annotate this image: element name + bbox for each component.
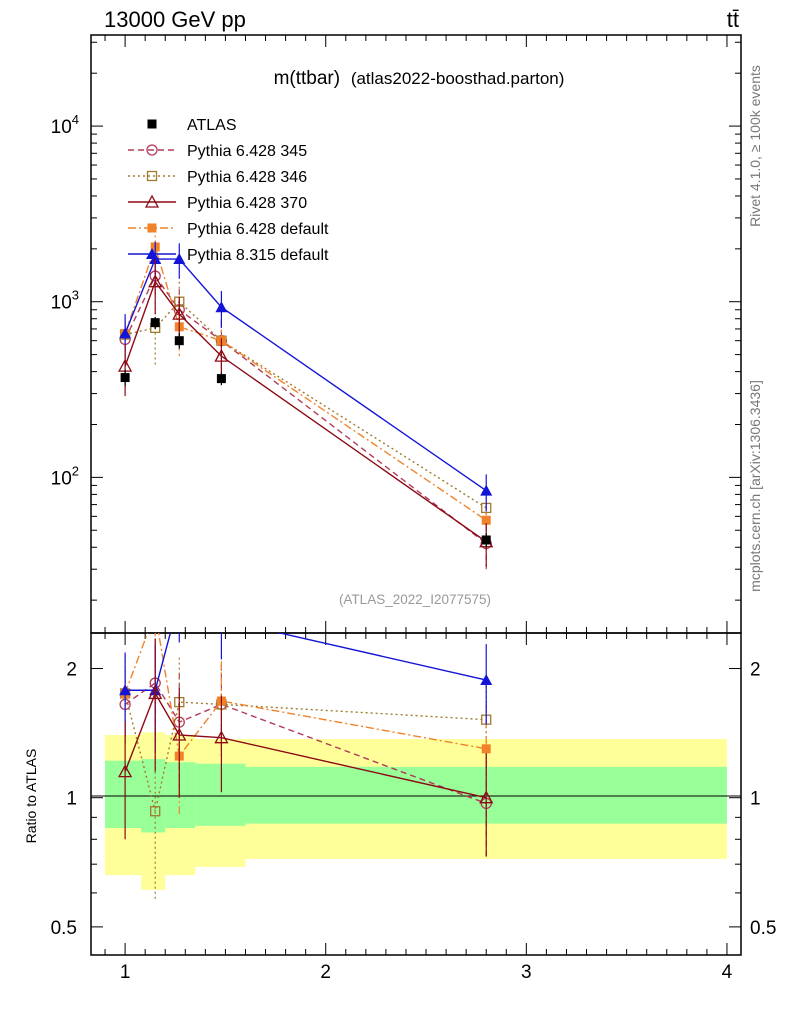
chart-title-main: m(ttbar) — [274, 68, 341, 89]
data-point-pythia-8-315-default — [119, 327, 132, 339]
chart-title: m(ttbar) (atlas2022-boosthad.parton) — [274, 68, 565, 89]
x-tick-label: 4 — [722, 962, 733, 983]
data-point-pythia-6-428-default — [481, 515, 491, 525]
data-point-pythia-6-428-370 — [214, 348, 229, 362]
y-tick-exponent: 4 — [72, 112, 79, 127]
legend-marker-pythia-6-428-370 — [144, 194, 160, 208]
y-tick-base: 10 — [51, 117, 72, 138]
legend-marker-atlas — [147, 119, 157, 129]
data-point-pythia-8-315-default — [173, 253, 186, 265]
legend-marker-pythia-6-428-345 — [146, 144, 158, 156]
ratio-point-pythia-6-428-default — [481, 744, 491, 754]
legend-marker-pythia-8-315-default — [146, 248, 158, 259]
analysis-watermark: (ATLAS_2022_I2077575) — [339, 592, 491, 607]
ratio-y-tick-label-left: 1 — [66, 789, 77, 810]
ratio-point-pythia-6-428-346 — [150, 806, 161, 817]
x-tick-label: 2 — [320, 962, 331, 983]
data-point-atlas — [120, 373, 130, 383]
ratio-line-pythia-6-428-346 — [124, 693, 487, 812]
legend-label-pythia-6-428-default: Pythia 6.428 default — [187, 221, 329, 238]
ratio-y-tick-label-left: 2 — [66, 660, 77, 681]
legend-label-pythia-6-428-345: Pythia 6.428 345 — [187, 143, 307, 160]
ratio-ylabel: Ratio to ATLAS — [23, 749, 39, 844]
legend: ATLAS Pythia 6.428 345 Pythia 6.428 346 Pyt… — [128, 117, 329, 264]
ratio-panel-series — [118, 593, 494, 900]
chart-title-sub: (atlas2022-boosthad.parton) — [351, 69, 565, 88]
ratio-uncertainty-bands — [105, 732, 727, 890]
y-tick-base: 10 — [51, 293, 72, 314]
series-line-pythia-6-428-default — [124, 244, 487, 521]
legend-label-pythia-8-315-default: Pythia 8.315 default — [187, 247, 329, 264]
data-point-pythia-8-315-default — [480, 484, 493, 496]
ratio-band-green — [195, 763, 246, 826]
data-point-atlas — [174, 336, 184, 346]
ratio-y-tick-label-right: 2 — [750, 660, 761, 681]
process-label: tt̄ — [727, 7, 739, 32]
y-tick-exponent: 3 — [72, 288, 79, 303]
ratio-point-pythia-6-428-370 — [148, 686, 163, 700]
legend-label-pythia-6-428-346: Pythia 6.428 346 — [187, 169, 307, 186]
ratio-point-pythia-8-315-default — [480, 674, 493, 686]
legend-marker-pythia-6-428-default — [147, 223, 157, 233]
ratio-point-pythia-8-315-default — [215, 614, 227, 625]
ratio-point-pythia-6-428-370 — [118, 764, 133, 778]
data-point-atlas — [481, 535, 491, 545]
rivet-version-label: Rivet 4.1.0, ≥ 100k events — [747, 65, 763, 227]
y-tick-base: 10 — [51, 468, 72, 489]
data-point-pythia-6-428-370 — [148, 274, 163, 288]
x-tick-label: 1 — [120, 962, 131, 983]
energy-label: 13000 GeV pp — [104, 7, 246, 32]
legend-label-pythia-6-428-370: Pythia 6.428 370 — [187, 195, 307, 212]
ratio-point-pythia-6-428-370 — [479, 790, 494, 804]
y-tick-label: 104 — [51, 112, 79, 138]
ratio-point-pythia-8-315-default — [119, 684, 132, 696]
ratio-band-green — [165, 762, 196, 828]
ratio-point-pythia-8-315-default — [173, 593, 185, 604]
data-point-atlas — [216, 374, 226, 384]
ratio-y-tick-label-right: 0.5 — [750, 918, 776, 939]
ratio-point-pythia-6-428-370 — [214, 730, 229, 744]
x-tick-label: 3 — [521, 962, 532, 983]
mcplots-label: mcplots.cern.ch [arXiv:1306.3436] — [747, 380, 763, 592]
ratio-point-pythia-6-428-370 — [172, 727, 187, 741]
ratio-band-green — [105, 760, 142, 828]
ratio-panel-frame — [90, 632, 742, 956]
y-tick-exponent: 2 — [72, 463, 79, 478]
y-tick-label: 102 — [51, 463, 79, 489]
data-point-pythia-8-315-default — [215, 301, 228, 313]
data-point-pythia-6-428-370 — [172, 306, 187, 320]
legend-label-atlas: ATLAS — [187, 117, 237, 134]
ratio-line-pythia-8-315-default — [125, 633, 487, 691]
y-tick-label: 103 — [51, 288, 79, 314]
ratio-y-tick-label-right: 1 — [750, 789, 761, 810]
main-panel-series — [118, 224, 494, 570]
legend-marker-pythia-6-428-346 — [146, 170, 158, 182]
ratio-point-pythia-6-428-default — [151, 608, 160, 617]
ratio-y-tick-label-left: 0.5 — [51, 918, 77, 939]
data-point-atlas — [150, 318, 160, 328]
